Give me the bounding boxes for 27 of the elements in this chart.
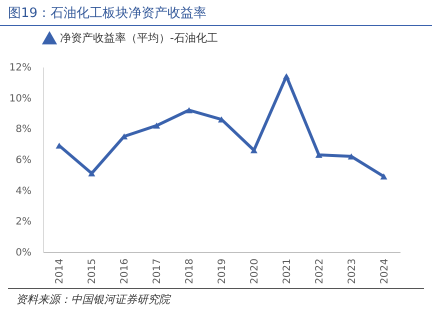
y-tick-label: 10% [9,93,32,104]
y-tick-label: 4% [16,186,32,197]
x-tick-label: 2024 [379,258,390,284]
x-tick-label: 2017 [152,258,164,284]
x-tick-label: 2015 [87,258,98,284]
x-tick-label: 2014 [54,258,66,284]
x-tick-label: 2020 [249,258,260,284]
point [153,122,160,129]
point [380,173,388,180]
point [186,107,193,114]
x-tick-label: 2023 [346,258,358,284]
x-tick-label: 2016 [120,258,131,284]
y-tick-label: 2% [16,216,32,228]
y-tick-label: 0% [16,248,32,258]
y-tick-label: 6% [16,155,32,166]
y-tick-label: 12% [9,62,32,74]
x-tick-label: 2021 [282,258,293,284]
point [282,73,290,80]
x-tick-label: 2019 [217,258,228,284]
point [250,147,258,154]
chart-title: 图19：石油化工板块净资产收益率 [0,0,432,26]
y-tick-label: 8% [16,124,32,136]
legend-label: 净资产收益率（平均）-石油化工 [60,32,218,44]
text: 资料来源：中国银河证券研究院 [8,288,424,310]
point [88,170,96,176]
x-tick-label: 2018 [184,258,196,284]
x-tick-label: 2022 [314,258,326,284]
